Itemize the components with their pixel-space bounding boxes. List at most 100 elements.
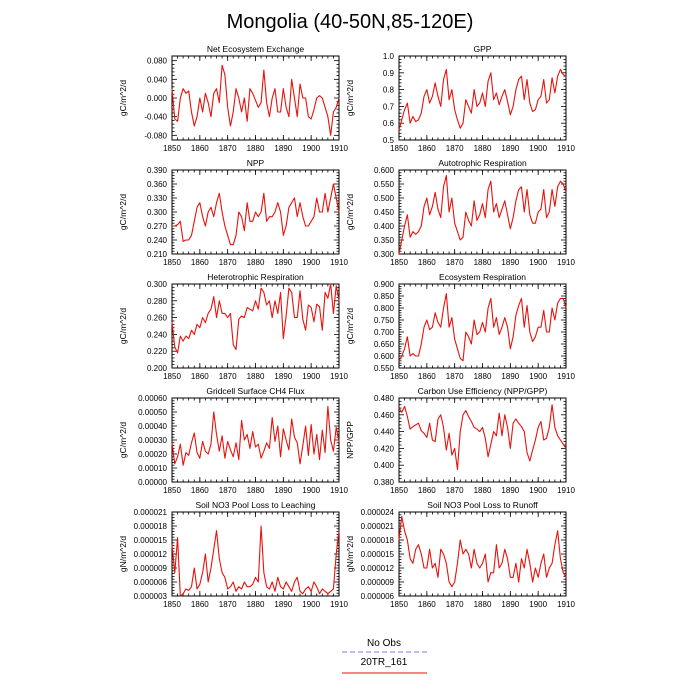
chart-5-xtick-label: 1890 <box>501 372 519 381</box>
chart-6-series-0 <box>171 405 340 466</box>
chart-2-xtick-label: 1910 <box>330 258 348 267</box>
chart-1-xtick-label: 1860 <box>418 144 436 153</box>
chart-6-ytick-label: 0.00060 <box>138 394 167 403</box>
chart-7-ytick-label: 0.440 <box>374 428 395 437</box>
chart-6-frame <box>171 397 340 483</box>
chart-9-ytick-label: 0.000015 <box>361 550 395 559</box>
chart-8-xtick-label: 1860 <box>191 600 209 609</box>
chart-8-ytick-label: 0.000009 <box>134 564 168 573</box>
chart-7-ylabel: NPP/GPP <box>345 421 355 459</box>
chart-0-ylabel: gC/m^2/d <box>118 80 128 116</box>
figure-title: Mongolia (40-50N,85-120E) <box>227 11 474 33</box>
chart-3-title: Autotrophic Respiration <box>438 158 527 168</box>
chart-0-ytick-label: -0.040 <box>144 113 167 122</box>
chart-3-xtick-label: 1860 <box>418 258 436 267</box>
chart-5-ylabel: gC/m^2/d <box>345 308 355 344</box>
chart-2-series-0 <box>172 183 340 246</box>
chart-7-frame <box>398 397 567 483</box>
chart-5: Ecosystem Respiration gC/m^2/d 1850 1860 187… <box>345 272 575 381</box>
chart-3-ytick-label: 0.450 <box>374 208 395 217</box>
chart-3-ytick-label: 0.500 <box>374 194 395 203</box>
chart-5-xtick-label: 1880 <box>474 372 492 381</box>
chart-8-xtick-label: 1870 <box>219 600 237 609</box>
chart-9-ylabel: gN/m^2/d <box>345 536 355 572</box>
chart-5-title: Ecosystem Respiration <box>439 272 526 282</box>
legend-label-20tr-161: 20TR_161 <box>361 657 408 668</box>
chart-8-xtick-label: 1910 <box>330 600 348 609</box>
legend-label-no-obs: No Obs <box>367 638 401 649</box>
chart-0-xtick-label: 1850 <box>163 144 181 153</box>
chart-1-ytick-label: 1.0 <box>383 52 395 61</box>
chart-2-xtick-label: 1860 <box>191 258 209 267</box>
chart-8-xtick-label: 1880 <box>247 600 265 609</box>
chart-9-xtick-label: 1890 <box>501 600 519 609</box>
chart-7-xtick-label: 1900 <box>529 486 547 495</box>
chart-6-ytick-label: 0.00010 <box>138 464 167 473</box>
chart-0-ytick-label: 0.000 <box>147 94 168 103</box>
chart-7-ytick-label: 0.400 <box>374 461 395 470</box>
chart-3-xtick-label: 1910 <box>557 258 575 267</box>
chart-6-xtick-label: 1880 <box>247 486 265 495</box>
chart-5-xtick-label: 1860 <box>418 372 436 381</box>
chart-1-series-0 <box>398 68 567 131</box>
chart-8-ytick-label: 0.000006 <box>134 578 168 587</box>
chart-9: Soil NO3 Pool Loss to Runoff gN/m^2/d 1850… <box>345 500 575 609</box>
chart-9-xtick-label: 1860 <box>418 600 436 609</box>
panels-container: Net Ecosystem Exchange gC/m^2/d 1850 1860 18… <box>118 44 575 609</box>
chart-5-ytick-label: 0.700 <box>374 328 395 337</box>
chart-9-ytick-label: 0.000024 <box>361 508 395 517</box>
chart-5-ytick-label: 0.550 <box>374 364 395 373</box>
chart-6-ytick-label: 0.00020 <box>138 450 167 459</box>
chart-7-xtick-label: 1850 <box>390 486 408 495</box>
chart-0-ytick-label: 0.040 <box>147 75 168 84</box>
chart-9-ytick-label: 0.000009 <box>361 578 395 587</box>
chart-1-title: GPP <box>474 44 492 54</box>
chart-5-xtick-label: 1850 <box>390 372 408 381</box>
chart-5-ytick-label: 0.800 <box>374 304 395 313</box>
chart-7-xtick-label: 1890 <box>501 486 519 495</box>
chart-1-ytick-label: 0.9 <box>383 69 395 78</box>
chart-1-xtick-label: 1910 <box>557 144 575 153</box>
chart-6-ytick-label: 0.00000 <box>138 478 167 487</box>
chart-4-xtick-label: 1890 <box>274 372 292 381</box>
chart-7-xtick-label: 1870 <box>446 486 464 495</box>
chart-6-xtick-label: 1860 <box>191 486 209 495</box>
chart-0-ytick-label: 0.080 <box>147 57 168 66</box>
chart-1-ytick-label: 0.8 <box>383 86 395 95</box>
chart-2-xtick-label: 1850 <box>163 258 181 267</box>
chart-7-ytick-label: 0.480 <box>374 394 395 403</box>
chart-0-xtick-label: 1900 <box>302 144 320 153</box>
chart-6-ytick-label: 0.00050 <box>138 408 167 417</box>
chart-5-ytick-label: 0.750 <box>374 316 395 325</box>
chart-8-xtick-label: 1900 <box>302 600 320 609</box>
chart-0-title: Net Ecosystem Exchange <box>207 44 305 54</box>
chart-1-xtick-label: 1870 <box>446 144 464 153</box>
chart-6-xtick-label: 1900 <box>302 486 320 495</box>
chart-5-xtick-label: 1900 <box>529 372 547 381</box>
chart-1-ylabel: gC/m^2/d <box>345 80 355 116</box>
chart-1-ytick-label: 0.5 <box>383 136 395 145</box>
chart-3-series-0 <box>398 175 567 255</box>
chart-4-ytick-label: 0.260 <box>147 314 168 323</box>
chart-4-xtick-label: 1910 <box>330 372 348 381</box>
chart-4-ylabel: gC/m^2/d <box>118 308 128 344</box>
chart-4-ytick-label: 0.240 <box>147 330 168 339</box>
chart-1-ytick-label: 0.6 <box>383 119 395 128</box>
chart-9-ytick-label: 0.000018 <box>361 536 395 545</box>
chart-1: GPP gC/m^2/d 1850 1860 1870 1880 1890 1900 1910 0… <box>345 44 575 153</box>
chart-3-ytick-label: 0.300 <box>374 250 395 259</box>
chart-5-ytick-label: 0.600 <box>374 352 395 361</box>
legend: No Obs 20TR_161 <box>342 638 427 674</box>
chart-5-xtick-label: 1870 <box>446 372 464 381</box>
chart-0-xtick-label: 1870 <box>219 144 237 153</box>
chart-6-ylabel: gC/m^2/d <box>118 422 128 458</box>
chart-9-xtick-label: 1850 <box>390 600 408 609</box>
chart-9-series-0 <box>398 516 567 588</box>
chart-2-ylabel: gC/m^2/d <box>118 194 128 230</box>
chart-9-ytick-label: 0.000006 <box>361 592 395 601</box>
chart-5-ytick-label: 0.900 <box>374 280 395 289</box>
chart-2-ytick-label: 0.240 <box>147 236 168 245</box>
chart-4-title: Heterotrophic Respiration <box>207 272 304 282</box>
chart-3-ytick-label: 0.400 <box>374 222 395 231</box>
